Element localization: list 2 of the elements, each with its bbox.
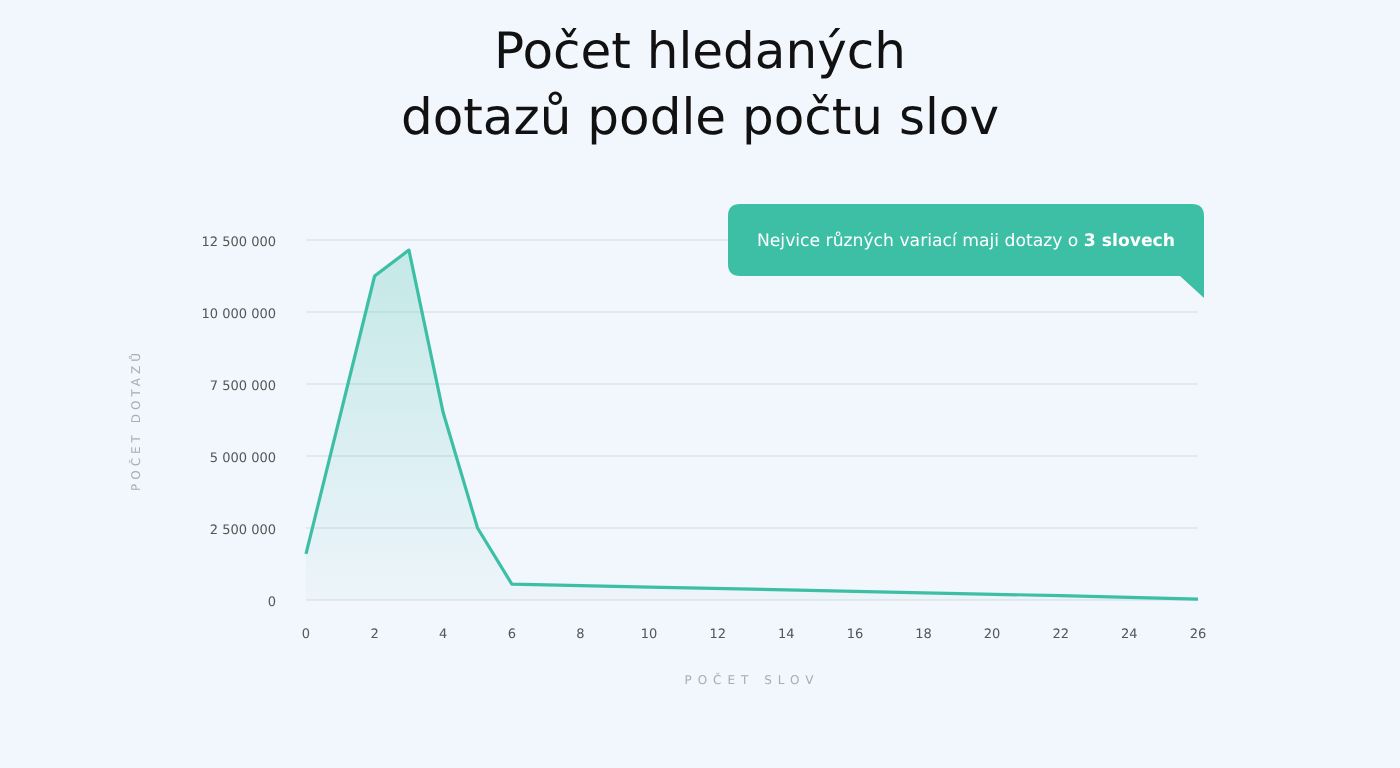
annotation: Nejvice různých variací maji dotazy o 3 slovech	[756, 230, 1176, 252]
chart-title: Počet hledaných dotazů podle počtu slov	[400, 22, 1000, 146]
